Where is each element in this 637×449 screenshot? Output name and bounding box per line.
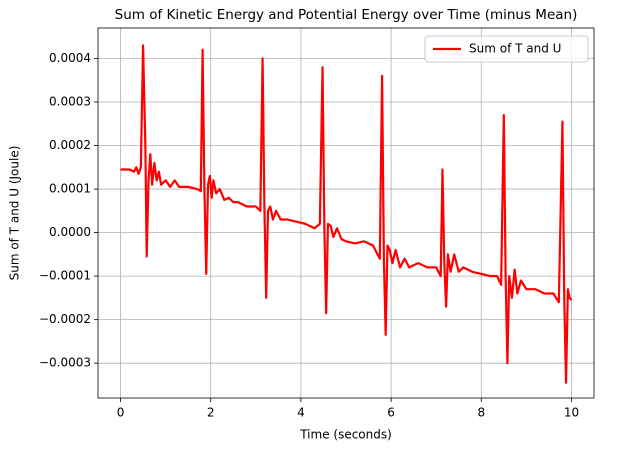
y-tick-label: 0.0000 (49, 225, 91, 239)
y-tick-label: 0.0002 (49, 138, 91, 152)
legend-label: Sum of T and U (469, 42, 561, 56)
x-tick-label: 2 (207, 406, 215, 420)
x-axis-label: Time (seconds) (299, 428, 392, 442)
x-tick-label: 6 (387, 406, 395, 420)
plot-frame (97, 27, 595, 399)
y-tick-label: 0.0004 (49, 51, 91, 65)
x-tick-label: 0 (117, 406, 125, 420)
y-tick-label: 0.0001 (49, 182, 91, 196)
y-tick-label: −0.0002 (39, 312, 91, 326)
data-line (120, 44, 573, 384)
y-tick-label: 0.0003 (49, 95, 91, 109)
x-tick-label: 10 (564, 406, 579, 420)
y-axis-label: Sum of T and U (Joule) (8, 146, 22, 281)
legend-box (424, 35, 589, 63)
chart-title: Sum of Kinetic Energy and Potential Ener… (115, 7, 578, 23)
x-tick-label: 8 (477, 406, 485, 420)
y-tick-label: −0.0001 (39, 269, 91, 283)
x-tick-label: 4 (297, 406, 305, 420)
y-tick-label: −0.0003 (39, 356, 91, 370)
